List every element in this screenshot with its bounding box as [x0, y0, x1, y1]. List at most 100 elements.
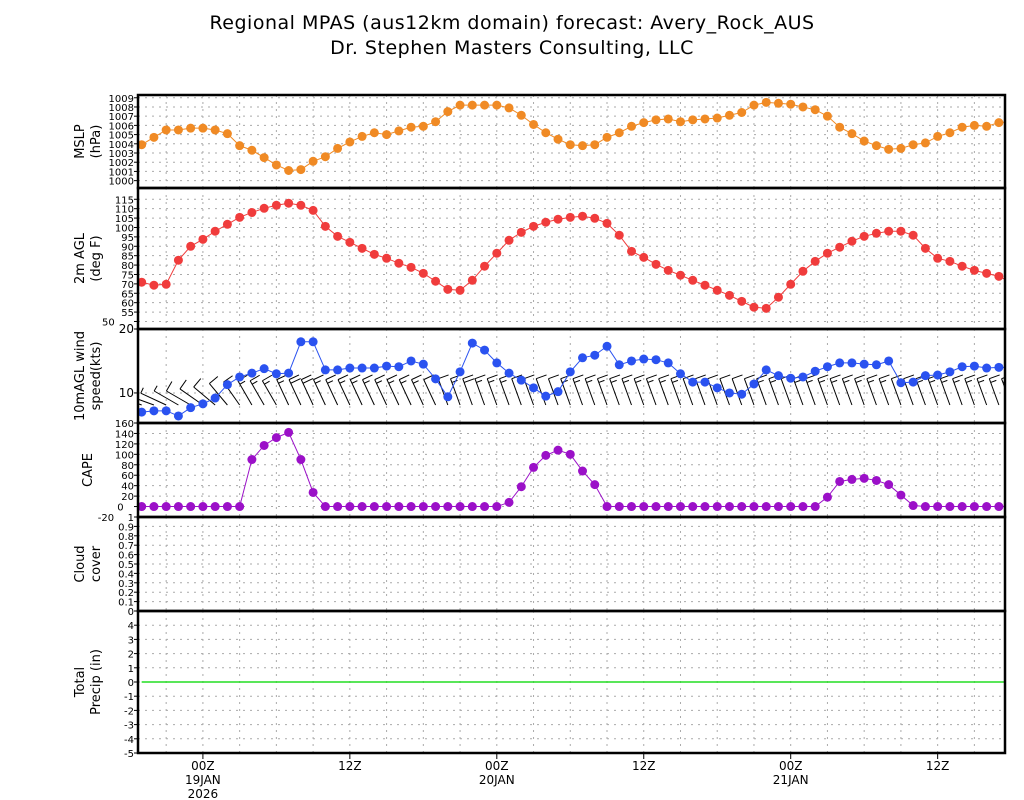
cape-point: [138, 502, 147, 512]
wind-barb-staff: [386, 379, 400, 406]
mslp-point: [406, 122, 416, 132]
temperature-y-tick-label: 80: [121, 261, 134, 272]
mslp-point: [602, 132, 612, 142]
mslp-point: [247, 145, 257, 155]
wind-speed-point: [467, 338, 477, 348]
wind-barb-flag: [153, 385, 158, 392]
temperature-point: [431, 276, 441, 286]
cape-point: [651, 502, 661, 512]
wind-speed-point: [565, 367, 575, 377]
x-tick-label: 12Z: [632, 759, 656, 773]
mslp-point: [675, 117, 685, 127]
temperature-point: [541, 217, 551, 227]
wind-barb-staff: [670, 378, 681, 406]
wind-barb-flag: [598, 379, 605, 383]
cape-point: [590, 480, 600, 490]
cloud-cover-y-tick-label: 0.3: [118, 579, 134, 590]
wind-barb-staff: [988, 378, 1000, 406]
temperature-point: [773, 292, 783, 302]
wind-barb-staff: [596, 378, 608, 406]
wind-speed-point: [957, 362, 967, 372]
temperature-point: [724, 290, 734, 300]
cloud-cover-y-tick-label: 1: [128, 513, 134, 524]
wind-barb-staff: [511, 378, 522, 406]
wind-barb-staff: [792, 378, 804, 406]
mslp-point: [798, 102, 808, 112]
wind-barb-staff: [817, 378, 828, 406]
wind-speed-point: [418, 359, 428, 369]
wind-barb-flag: [966, 379, 972, 383]
mslp-y-tick-label: 1003: [109, 149, 134, 160]
cape-point: [859, 473, 869, 483]
wind-barb-staff: [939, 378, 951, 406]
mslp-point: [712, 113, 722, 123]
wind-barb-staff: [423, 379, 437, 406]
mslp-point: [908, 140, 918, 150]
mslp-point: [394, 126, 404, 136]
wind-barb-staff: [866, 378, 877, 406]
wind-speed-series: [138, 337, 1005, 421]
temperature-y-tick-label: 50: [102, 317, 115, 328]
mslp-point: [320, 152, 330, 162]
wind-speed-point: [186, 403, 196, 413]
wind-speed-point: [737, 389, 747, 399]
temperature-point: [614, 230, 624, 240]
wind-barb-flag: [251, 380, 258, 385]
temperature-point: [822, 248, 832, 258]
wind-barb-flag: [574, 379, 581, 383]
cape-point: [737, 502, 747, 512]
temperature-point: [186, 241, 196, 251]
mslp-point: [871, 141, 881, 151]
mslp-point: [773, 98, 783, 108]
temperature-point: [1007, 278, 1016, 287]
cape-point: [847, 474, 857, 484]
wind-speed-point: [859, 359, 869, 369]
wind-barb-flag: [964, 374, 976, 380]
cape-point: [724, 502, 734, 512]
wind-barb-staff: [450, 378, 461, 406]
wind-speed-point: [786, 373, 796, 383]
mslp-point: [235, 141, 245, 151]
cape-axis-label: CAPE: [81, 453, 96, 487]
wind-barb-staff: [325, 379, 339, 406]
wind-barb-flag: [363, 380, 370, 384]
temperature-point: [859, 231, 869, 241]
cape-point: [431, 502, 441, 512]
wind-barb-staff: [166, 390, 191, 406]
mslp-y-tick-label: 1007: [109, 112, 134, 123]
wind-speed-point: [553, 387, 563, 397]
mslp-point: [994, 118, 1004, 128]
cape-point: [798, 502, 808, 512]
mslp-point: [847, 129, 857, 139]
cape-point: [945, 502, 955, 512]
cape-y-tick-label: 0: [117, 503, 123, 514]
wind-barb-staff: [621, 378, 632, 406]
wind-barb-staff: [633, 378, 645, 406]
wind-barb-flag: [989, 374, 1000, 380]
wind-barb-flag: [707, 374, 719, 380]
wind-speed-point: [382, 361, 392, 371]
temperature-point: [333, 231, 343, 241]
mslp-point: [467, 100, 477, 110]
mslp-line: [141, 101, 1005, 172]
mslp-point: [173, 125, 183, 135]
wind-barb-flag: [731, 374, 743, 380]
wind-barb-staff: [854, 378, 865, 406]
wind-barb-flag: [831, 379, 838, 383]
wind-barb-staff: [768, 378, 779, 406]
wind-speed-point: [431, 374, 441, 384]
mslp-y-tick-label: 1008: [109, 103, 134, 114]
temperature-point: [957, 261, 967, 271]
temperature-point: [345, 237, 355, 247]
temperature-point: [320, 221, 330, 231]
x-tick-label: 00Z: [779, 759, 803, 773]
cape-point: [541, 450, 551, 460]
wind-barb-staff: [878, 378, 890, 406]
wind-barb-staff: [584, 378, 596, 406]
mslp-point: [443, 107, 453, 117]
temperature-point: [455, 285, 465, 295]
wind-barb-staff: [237, 380, 253, 406]
temperature-y-tick-label: 75: [121, 270, 134, 281]
x-tick-label: 19JAN: [185, 773, 221, 787]
